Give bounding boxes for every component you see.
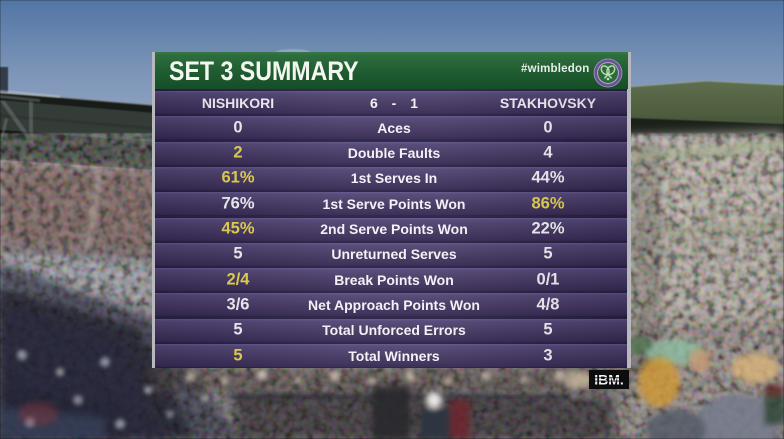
svg-text:IBM.: IBM. — [594, 372, 624, 388]
